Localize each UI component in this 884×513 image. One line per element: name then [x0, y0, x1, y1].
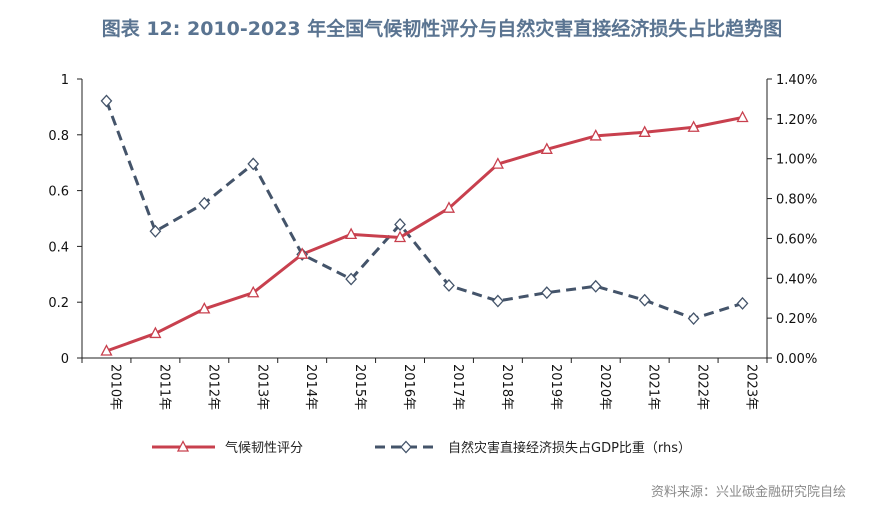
x-tick-label: 2014年: [303, 364, 318, 410]
x-tick-label: 2017年: [450, 364, 465, 410]
x-tick-label: 2023年: [744, 364, 759, 410]
x-tick-label: 2011年: [156, 364, 171, 410]
series-2-point: [100, 94, 113, 108]
right-tick-label: 0.40%: [776, 272, 817, 287]
x-tick-label: 2018年: [499, 364, 514, 410]
x-tick-label: 2021年: [646, 364, 661, 410]
x-tick-label: 2015年: [352, 364, 367, 410]
source-note: 资料来源：兴业碳金融研究院自绘: [650, 485, 846, 500]
chart-title: 图表 12: 2010-2023 年全国气候韧性评分与自然灾害直接经济损失占比趋…: [101, 18, 783, 40]
series-1-point: [393, 230, 407, 243]
series-2-point: [198, 196, 211, 210]
left-tick-label: 0.2: [48, 296, 69, 311]
series-2-point: [736, 296, 749, 310]
series-2-line: [105, 100, 743, 321]
x-tick-label: 2022年: [695, 364, 710, 410]
series-2-point: [589, 279, 602, 293]
series-1-line: [105, 116, 743, 353]
right-tick-label: 1.00%: [776, 153, 817, 168]
series-1-point: [638, 125, 651, 137]
series-2-point: [247, 157, 260, 171]
left-tick-label: 0: [61, 352, 69, 367]
left-tick-label: 0.6: [48, 185, 69, 200]
x-tick-label: 2020年: [597, 364, 612, 410]
x-tick-label: 2019年: [548, 364, 563, 410]
legend-series-1-label: 气候韧性评分: [225, 440, 303, 456]
series-1-point: [491, 157, 504, 169]
series-1-point: [198, 302, 211, 314]
series-1-point: [736, 110, 749, 123]
series-1-point: [345, 227, 358, 240]
series-2-point: [394, 218, 406, 231]
x-tick-label: 2010年: [107, 364, 122, 410]
series-2-point: [443, 278, 455, 292]
series-2-point: [540, 286, 553, 300]
right-tick-label: 0.80%: [776, 193, 817, 208]
legend-series-2-label: 自然灾害直接经济损失占GDP比重（rhs）: [448, 440, 691, 456]
right-tick-label: 0.00%: [776, 352, 817, 367]
legend-series-1-marker: [176, 440, 190, 452]
left-tick-label: 0.4: [48, 240, 69, 255]
series-2-point: [638, 293, 651, 307]
x-tick-label: 2016年: [401, 364, 416, 410]
series-1-point: [149, 326, 162, 339]
series-1-point: [296, 247, 309, 259]
series-2-point: [492, 294, 504, 308]
right-tick-label: 1.40%: [776, 73, 817, 88]
series-2-point: [687, 312, 700, 326]
series-2-point: [149, 224, 162, 238]
series-1-point: [442, 201, 456, 213]
series-1-point: [247, 285, 260, 298]
series-1-point: [687, 120, 700, 132]
right-tick-label: 0.60%: [776, 232, 817, 247]
series-1-point: [540, 142, 553, 154]
right-tick-label: 0.20%: [776, 312, 817, 327]
left-tick-label: 0.8: [48, 129, 69, 144]
series-2-point: [345, 272, 357, 286]
right-tick-label: 1.20%: [776, 113, 817, 128]
legend-series-2-marker: [400, 440, 412, 454]
series-1-point: [100, 344, 113, 356]
x-tick-label: 2012年: [205, 364, 220, 410]
left-tick-label: 1: [61, 73, 69, 88]
series-1-point: [589, 129, 602, 141]
x-tick-label: 2013年: [254, 364, 269, 410]
